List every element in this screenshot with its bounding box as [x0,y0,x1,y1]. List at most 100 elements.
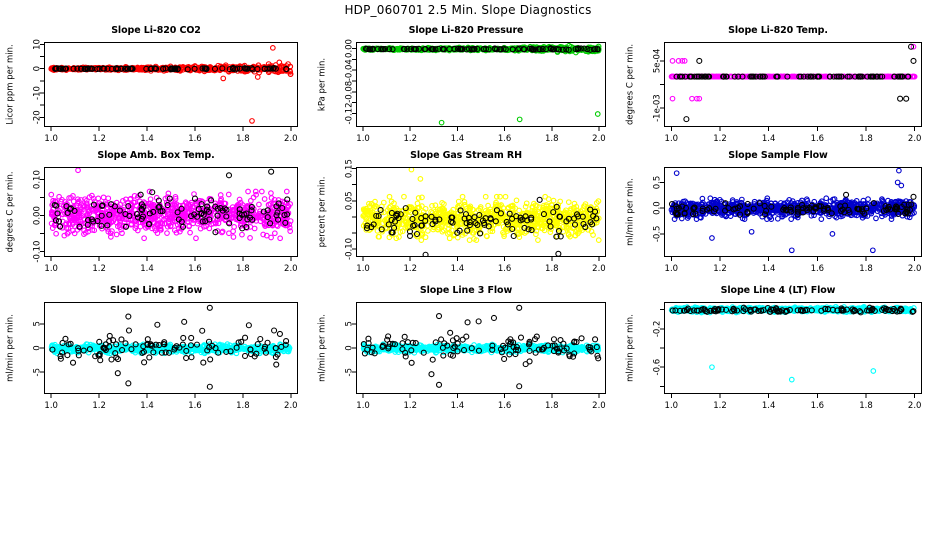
x-tick-label: 1.2 [92,264,106,274]
x-tick-label: 1.0 [44,264,58,274]
y-tick-label: 0 [33,66,43,71]
series-hourly [49,304,290,390]
plot-frame [356,167,606,257]
y-tick-label: 5e-04 [653,49,663,74]
y-tick-label: 0.10 [33,170,43,189]
series-all [668,43,918,102]
x-tick-label: 1.2 [403,264,417,274]
x-tick-label: 1.0 [665,264,679,274]
x-tick-label: 1.6 [811,401,825,411]
series-hourly [360,304,602,390]
x-tick-label: 2.0 [908,264,922,274]
data-points [48,304,293,390]
x-tick-label: 1.4 [140,401,154,411]
x-tick-label: 1.8 [859,401,873,411]
y-tick-label: -0.04 [345,59,355,81]
x-tick-label: 1.2 [403,134,417,144]
x-tick-label: 1.2 [92,401,106,411]
plot-area-p2: 1.0 1.2 1.4 1.6 1.8 2.0 0.00-0.04-0.08-0.12 kPa… [318,39,606,144]
x-tick-label: 2.0 [592,264,606,274]
x-tick-label: 2.0 [908,401,922,411]
y-tick-label: 0 [33,345,43,350]
y-tick-label: 0.00 [33,206,43,225]
x-tick-label: 2.0 [592,134,606,144]
y-tick-label: 0.00 [345,39,355,58]
y-axis-label: Licor ppm per min. [6,44,16,125]
x-tick-label: 1.6 [188,401,202,411]
panel-title: Slope Li-820 Pressure [408,25,524,36]
x-tick-label: 2.0 [284,401,298,411]
data-points [48,44,294,124]
y-tick-label: -0.6 [653,359,663,376]
x-tick-label: 1.8 [236,401,250,411]
y-tick-label: 0.0 [653,201,663,215]
x-tick-label: 1.2 [403,401,417,411]
plot-panel-p6: Slope Sample Flow 1.0 1.2 1.4 1.6 1.8 2.0 0.5 0.… [620,150,936,283]
series-all [360,42,602,126]
x-tick-label: 1.8 [545,134,559,144]
y-tick-label: 0.5 [653,176,663,190]
panel-title: Slope Li-820 CO2 [111,25,201,36]
x-tick-label: 1.6 [188,134,202,144]
x-tick-label: 1.0 [356,264,370,274]
plot-frame [664,302,922,394]
panel-title: Slope Gas Stream RH [410,150,522,161]
y-tick-label: 5 [33,321,43,326]
plot-area-p4: 1.0 1.2 1.4 1.6 1.8 2.0 0.10 0.00 -0.10 degrees C… [6,167,298,274]
x-tick-label: 1.8 [236,134,250,144]
series-hourly [673,43,917,123]
y-tick-label: -1e-03 [653,94,663,122]
x-tick-label: 1.0 [665,134,679,144]
x-tick-label: 1.6 [498,264,512,274]
x-tick-label: 1.2 [713,401,727,411]
series-all [48,167,294,242]
figure-title: HDP_060701 2.5 Min. Slope Diagnostics [344,3,592,17]
y-axis-label: degrees C per min. [6,171,16,252]
plot-area-p9: 1.0 1.2 1.4 1.6 1.8 2.0 -0.2 -0.6 ml/min per min… [626,302,922,411]
y-tick-label: 0.05 [345,191,355,210]
plot-frame [44,42,298,127]
y-axis-label: ml/min per min. [318,314,328,382]
panel-title: Slope Amb. Box Temp. [97,150,215,161]
x-tick-label: 1.6 [811,264,825,274]
y-tick-label: -0.10 [33,241,43,263]
plot-area-p5: 1.0 1.2 1.4 1.6 1.8 2.0 0.15 0.05 -0.10 percent p… [318,159,606,274]
plot-panel-p3: Slope Li-820 Temp. 1.0 1.2 1.4 1.6 1.8 2.0 5e-0… [620,25,936,153]
x-tick-label: 1.4 [762,134,776,144]
y-tick-label: 0.15 [345,159,355,178]
y-tick-label: 5 [345,321,355,326]
plot-area-p7: 1.0 1.2 1.4 1.6 1.8 2.0 5 0 -5 ml/min per min. [6,302,298,411]
x-tick-label: 1.6 [498,401,512,411]
series-hourly [362,45,601,53]
series-hourly [668,191,917,218]
x-tick-label: 1.8 [545,401,559,411]
plot-frame [664,42,922,127]
data-points [668,303,917,383]
series-hourly [52,64,290,73]
plot-panel-p8: Slope Line 3 Flow 1.0 1.2 1.4 1.6 1.8 2.0 5 0 -5 m… [312,285,620,420]
x-tick-label: 1.8 [859,264,873,274]
series-all [668,303,917,383]
plot-panel-p5: Slope Gas Stream RH 1.0 1.2 1.4 1.6 1.8 2.0 0.1… [312,150,620,283]
x-tick-label: 1.2 [713,134,727,144]
y-axis-label: percent per min. [318,177,328,248]
x-tick-label: 1.4 [451,264,465,274]
x-tick-label: 1.0 [356,134,370,144]
x-tick-label: 1.0 [356,401,370,411]
x-tick-label: 2.0 [284,134,298,144]
x-tick-label: 1.4 [762,264,776,274]
y-tick-label: 10 [33,39,43,50]
y-tick-label: -0.10 [345,238,355,260]
y-tick-label: -10 [33,86,43,100]
x-tick-label: 1.4 [140,264,154,274]
y-axis-label: ml/min per min. [626,178,636,246]
x-tick-label: 1.6 [188,264,202,274]
y-tick-label: 0 [345,345,355,350]
x-tick-label: 2.0 [908,134,922,144]
y-axis-label: ml/min per min. [6,314,16,382]
x-tick-label: 1.2 [92,134,106,144]
plot-frame [356,302,606,394]
series-hourly [51,168,291,236]
plot-area-p8: 1.0 1.2 1.4 1.6 1.8 2.0 5 0 -5 ml/min per min. [318,302,606,411]
